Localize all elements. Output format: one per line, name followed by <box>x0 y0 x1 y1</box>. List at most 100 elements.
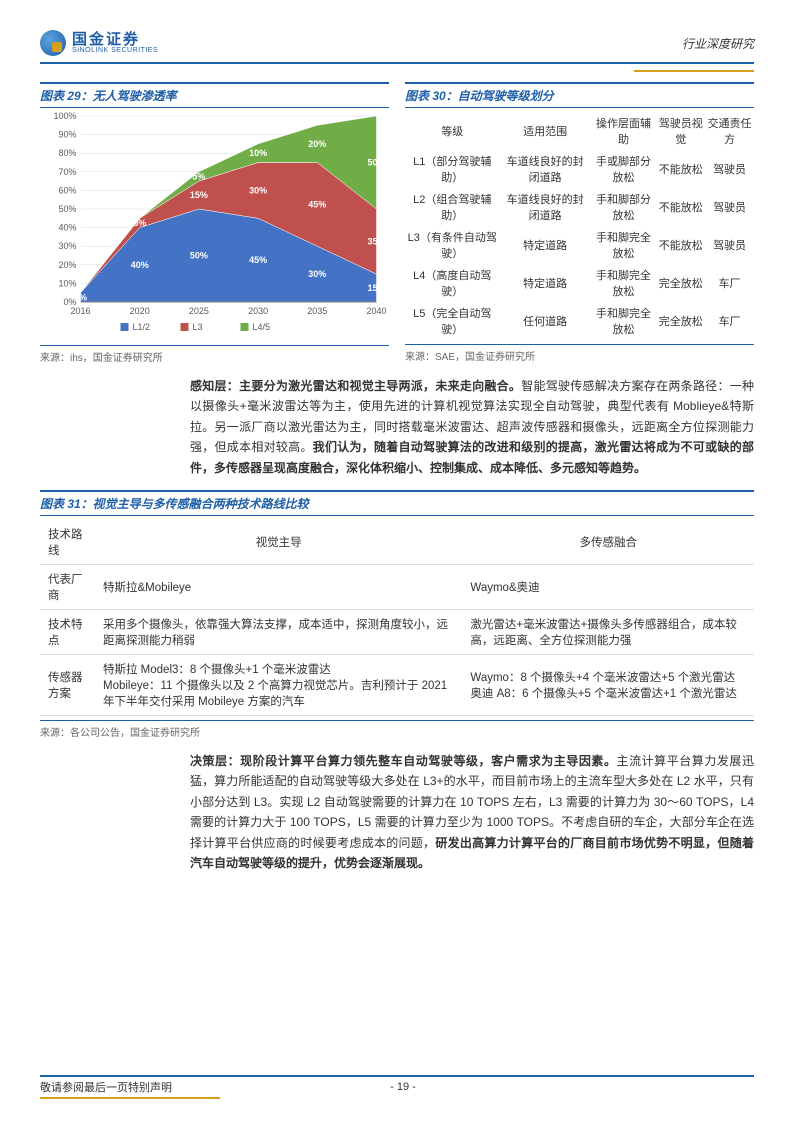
svg-text:L4/5: L4/5 <box>253 322 271 332</box>
svg-text:30%: 30% <box>308 269 326 279</box>
figure-31-title: 图表 31：视觉主导与多传感融合两种技术路线比较 <box>40 490 754 516</box>
table30-cell: 驾驶员 <box>705 150 754 188</box>
figure-29-source: 来源：ihs，国金证券研究所 <box>40 345 389 364</box>
svg-text:L1/2: L1/2 <box>133 322 151 332</box>
svg-text:50%: 50% <box>58 204 76 214</box>
table30-cell: 车厂 <box>705 264 754 302</box>
table31-header: 多传感融合 <box>462 520 754 565</box>
table30-cell: 手或脚部分放松 <box>591 150 657 188</box>
svg-text:20%: 20% <box>308 139 326 149</box>
logo-text-en: SINOLINK SECURITIES <box>72 47 158 54</box>
svg-text:45%: 45% <box>308 199 326 209</box>
footer-disclaimer: 敬请参阅最后一页特别声明 <box>40 1079 172 1095</box>
svg-text:100%: 100% <box>53 111 76 121</box>
table31-cell: Waymo&奥迪 <box>462 564 754 609</box>
svg-text:10%: 10% <box>58 278 76 288</box>
svg-text:L3: L3 <box>193 322 203 332</box>
svg-text:35%: 35% <box>367 237 385 247</box>
svg-text:2016: 2016 <box>70 306 90 316</box>
table30-cell: 手和脚完全放松 <box>591 264 657 302</box>
table30-cell: 手和脚完全放松 <box>591 226 657 264</box>
table30-cell: 完全放松 <box>656 302 705 340</box>
table31-cell: 特斯拉 Model3：8 个摄像头+1 个毫米波雷达Mobileye：11 个摄… <box>95 654 462 715</box>
table31-cell: 特斯拉&Mobileye <box>95 564 462 609</box>
table30-cell: 手和脚完全放松 <box>591 302 657 340</box>
svg-text:90%: 90% <box>58 130 76 140</box>
table30-cell: 驾驶员 <box>705 226 754 264</box>
page-header: 国金证券 SINOLINK SECURITIES 行业深度研究 <box>40 30 754 64</box>
table30-cell: 手和脚部分放松 <box>591 188 657 226</box>
svg-text:2035: 2035 <box>307 306 327 316</box>
figure-31-source: 来源：各公司公告，国金证券研究所 <box>40 720 754 739</box>
table30-cell: L3（有条件自动驾驶） <box>405 226 500 264</box>
svg-text:30%: 30% <box>58 241 76 251</box>
page-footer: 敬请参阅最后一页特别声明 - 19 - <box>40 1075 754 1095</box>
figure-29: 图表 29：无人驾驶渗透率 0%10%20%30%40%50%60%70%80%… <box>40 82 389 364</box>
table30-cell: 任何道路 <box>500 302 591 340</box>
logo-text-cn: 国金证券 <box>72 32 158 47</box>
para1-lead: 感知层：主要分为激光雷达和视觉主导两派，未来走向融合。 <box>190 379 521 393</box>
svg-text:5%: 5% <box>74 292 87 302</box>
svg-text:15%: 15% <box>367 283 385 293</box>
table31-header: 视觉主导 <box>95 520 462 565</box>
svg-text:2020: 2020 <box>130 306 150 316</box>
table30-cell: L5（完全自动驾驶） <box>405 302 500 340</box>
logo-icon <box>40 30 66 56</box>
svg-text:2040: 2040 <box>366 306 386 316</box>
table30-header: 驾驶员视觉 <box>656 112 705 150</box>
header-gold-line <box>634 70 754 72</box>
table30-header: 等级 <box>405 112 500 150</box>
svg-text:40%: 40% <box>58 223 76 233</box>
svg-text:20%: 20% <box>58 260 76 270</box>
table31-cell: 激光雷达+毫米波雷达+摄像头多传感器组合，成本较高，远距离、全方位探测能力强 <box>462 609 754 654</box>
svg-text:70%: 70% <box>58 167 76 177</box>
svg-text:5%: 5% <box>133 218 146 228</box>
svg-text:45%: 45% <box>249 255 267 265</box>
figure-31: 图表 31：视觉主导与多传感融合两种技术路线比较 技术路线视觉主导多传感融合代表… <box>40 490 754 739</box>
figure-30-table: 等级适用范围操作层面辅助驾驶员视觉交通责任方 L1（部分驾驶辅助）车道线良好的封闭… <box>405 112 754 340</box>
svg-text:60%: 60% <box>58 185 76 195</box>
figure-30: 图表 30：自动驾驶等级划分 等级适用范围操作层面辅助驾驶员视觉交通责任方 L1（… <box>405 82 754 364</box>
table30-cell: 特定道路 <box>500 264 591 302</box>
figure-30-title: 图表 30：自动驾驶等级划分 <box>405 82 754 108</box>
table30-cell: 不能放松 <box>656 226 705 264</box>
table30-cell: 车道线良好的封闭道路 <box>500 188 591 226</box>
logo: 国金证券 SINOLINK SECURITIES <box>40 30 158 56</box>
svg-text:40%: 40% <box>131 260 149 270</box>
table30-cell: 特定道路 <box>500 226 591 264</box>
figure-31-table: 技术路线视觉主导多传感融合代表厂商特斯拉&MobileyeWaymo&奥迪技术特… <box>40 520 754 716</box>
table30-cell: 不能放松 <box>656 150 705 188</box>
table31-cell: 采用多个摄像头，依靠强大算法支撑，成本适中，探测角度较小，远距离探测能力稍弱 <box>95 609 462 654</box>
table30-header: 适用范围 <box>500 112 591 150</box>
paragraph-decision: 决策层：现阶段计算平台算力领先整车自动驾驶等级，客户需求为主导因素。主流计算平台… <box>190 751 754 873</box>
header-category: 行业深度研究 <box>682 35 754 52</box>
paragraph-sensing: 感知层：主要分为激光雷达和视觉主导两派，未来走向融合。智能驾驶传感解决方案存在两… <box>190 376 754 478</box>
svg-text:50%: 50% <box>367 158 385 168</box>
svg-text:15%: 15% <box>190 190 208 200</box>
svg-text:2025: 2025 <box>189 306 209 316</box>
para2-lead: 决策层：现阶段计算平台算力领先整车自动驾驶等级，客户需求为主导因素。 <box>190 754 617 768</box>
table30-cell: 车厂 <box>705 302 754 340</box>
svg-text:50%: 50% <box>190 251 208 261</box>
table30-cell: 驾驶员 <box>705 188 754 226</box>
table30-header: 操作层面辅助 <box>591 112 657 150</box>
table30-cell: L1（部分驾驶辅助） <box>405 150 500 188</box>
footer-page-number: - 19 - <box>390 1081 416 1093</box>
figure-29-chart: 0%10%20%30%40%50%60%70%80%90%100%5%40%50… <box>40 108 389 338</box>
figure-30-source: 来源：SAE，国金证券研究所 <box>405 344 754 363</box>
table30-cell: 完全放松 <box>656 264 705 302</box>
table31-rowlabel: 技术特点 <box>40 609 95 654</box>
table30-cell: 车道线良好的封闭道路 <box>500 150 591 188</box>
table30-header: 交通责任方 <box>705 112 754 150</box>
svg-text:10%: 10% <box>249 148 267 158</box>
figure-29-title: 图表 29：无人驾驶渗透率 <box>40 82 389 108</box>
table30-cell: L2（组合驾驶辅助） <box>405 188 500 226</box>
svg-text:2030: 2030 <box>248 306 268 316</box>
svg-text:30%: 30% <box>249 185 267 195</box>
table31-rowlabel: 传感器方案 <box>40 654 95 715</box>
table31-rowlabel: 代表厂商 <box>40 564 95 609</box>
table31-header: 技术路线 <box>40 520 95 565</box>
footer-gold-line <box>40 1097 220 1099</box>
svg-text:80%: 80% <box>58 148 76 158</box>
table30-cell: L4（高度自动驾驶） <box>405 264 500 302</box>
